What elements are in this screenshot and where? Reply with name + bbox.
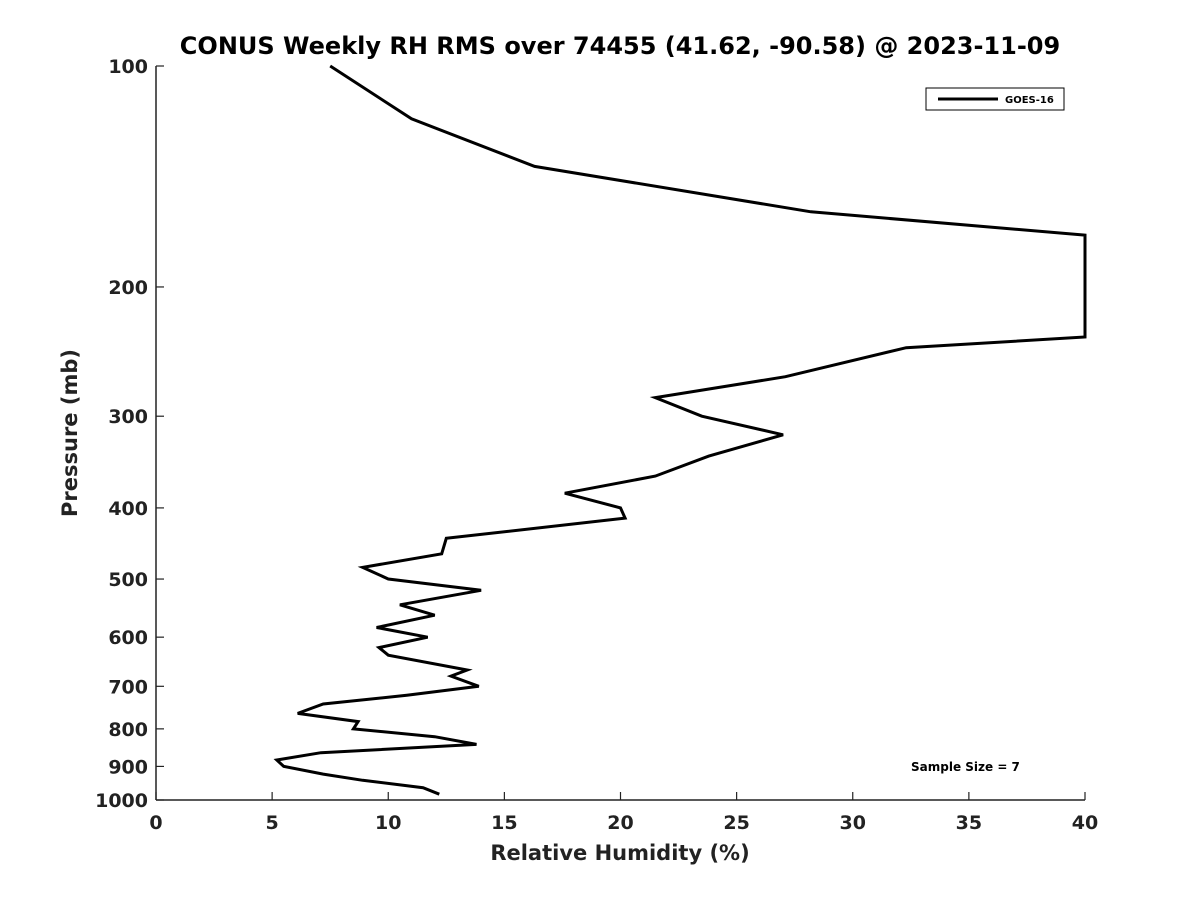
- x-tick-label: 0: [149, 812, 162, 834]
- y-tick-label: 200: [108, 277, 148, 299]
- y-ticks: 100 200 300 400 500 600 700 800 900 1000: [95, 56, 164, 812]
- y-tick-label: 1000: [95, 790, 148, 812]
- y-tick-label: 900: [108, 756, 148, 778]
- x-tick-label: 20: [607, 812, 633, 834]
- y-tick-label: 600: [108, 627, 148, 649]
- y-tick-label: 300: [108, 406, 148, 428]
- legend-label: GOES-16: [1005, 95, 1054, 106]
- chart-title: CONUS Weekly RH RMS over 74455 (41.62, -…: [180, 32, 1060, 60]
- x-tick-label: 35: [956, 812, 982, 834]
- x-tick-label: 10: [375, 812, 401, 834]
- legend: GOES-16: [925, 87, 1065, 111]
- x-tick-label: 40: [1072, 812, 1098, 834]
- x-ticks: 0 5 10 15 20 25 30 35 40: [149, 792, 1098, 834]
- y-tick-label: 800: [108, 719, 148, 741]
- x-tick-label: 25: [723, 812, 749, 834]
- y-tick-label: 100: [108, 56, 148, 78]
- y-tick-label: 400: [108, 498, 148, 520]
- x-tick-label: 15: [491, 812, 517, 834]
- y-tick-label: 700: [108, 676, 148, 698]
- x-tick-label: 5: [266, 812, 279, 834]
- goes-16-line: [273, 64, 1087, 796]
- sample-size-annotation: Sample Size = 7: [911, 760, 1020, 774]
- y-tick-label: 500: [108, 569, 148, 591]
- x-axis-label: Relative Humidity (%): [490, 841, 749, 865]
- x-tick-label: 30: [840, 812, 866, 834]
- y-axis-label: Pressure (mb): [58, 349, 82, 517]
